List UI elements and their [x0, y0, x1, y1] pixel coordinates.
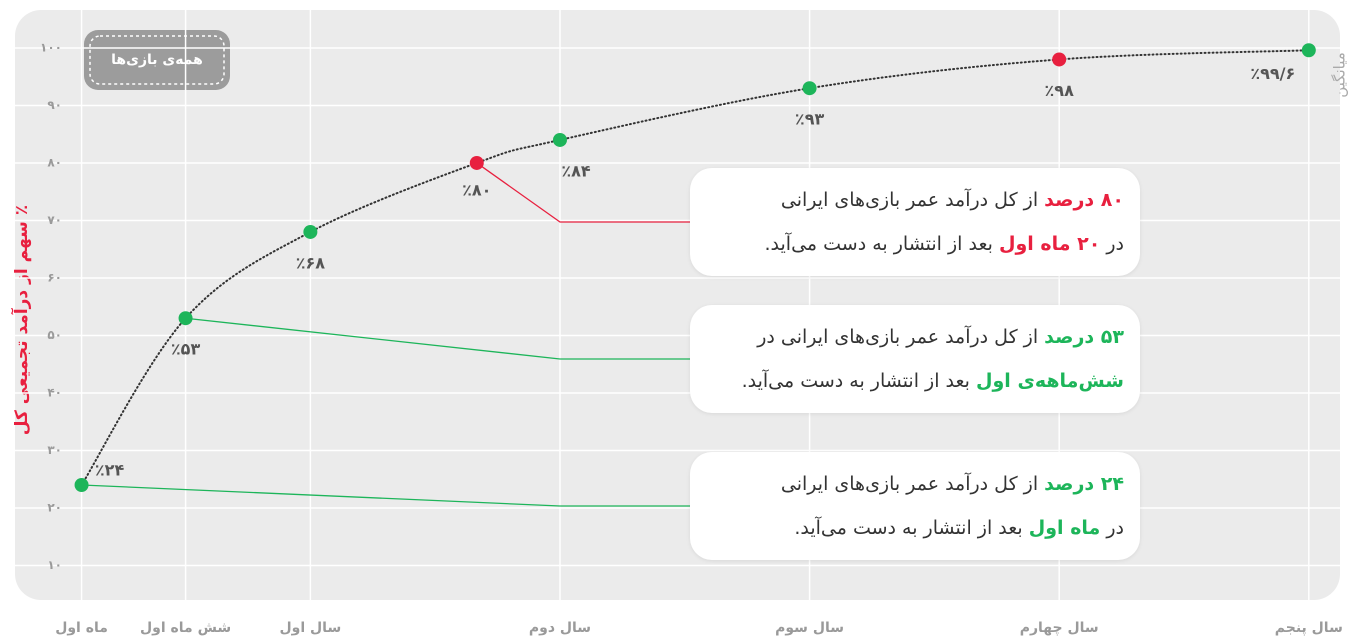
callout-highlight: شش‌ماهه‌ی اول	[976, 370, 1124, 392]
callout-line: ۸۰ درصد از کل درآمد عمر بازی‌های ایرانی	[706, 178, 1124, 222]
x-tick-label: سال پنجم	[1275, 620, 1343, 636]
value-label: ٪۹۳	[795, 110, 825, 129]
connector	[476, 162, 700, 223]
y-tick-label: ۱۰	[47, 558, 62, 572]
x-tick-label: سال اول	[280, 620, 342, 636]
x-tick-label: سال چهارم	[1020, 620, 1099, 636]
y-tick-label: ۵۰	[47, 328, 62, 342]
side-label: میانگین	[1331, 52, 1349, 98]
y-axis-label: ٪ سهم از درآمد تجمیعی کل	[10, 205, 32, 435]
connector	[81, 484, 700, 507]
callout-text: بعد از انتشار به دست می‌آید.	[764, 233, 999, 255]
callout: ۸۰ درصد از کل درآمد عمر بازی‌های ایرانی د…	[690, 168, 1140, 276]
callout-text: در	[1100, 233, 1124, 255]
y-tick-label: ۹۰	[47, 98, 62, 112]
y-tick-label: ۳۰	[47, 443, 62, 457]
x-tick-label: شش ماه اول	[140, 620, 231, 636]
callout-text: بعد از انتشار به دست می‌آید.	[741, 370, 977, 392]
y-tick-label: ۸۰	[47, 155, 62, 169]
callout-highlight: ۲۴ درصد	[1044, 473, 1124, 495]
y-tick-label: ۷۰	[47, 213, 62, 227]
y-tick-label: ۴۰	[47, 385, 62, 399]
x-tick-label: سال سوم	[775, 620, 844, 636]
point	[303, 224, 318, 239]
point	[178, 311, 193, 326]
callout-highlight: ۸۰ درصد	[1044, 189, 1124, 211]
value-label: ٪۵۳	[171, 340, 201, 359]
callout-highlight: ماه اول	[1028, 517, 1101, 539]
point	[802, 81, 817, 96]
y-tick-label: ۶۰	[47, 270, 62, 284]
badge-border	[89, 35, 225, 85]
point	[552, 132, 567, 147]
value-label: ٪۶۸	[296, 253, 326, 272]
point	[1052, 52, 1067, 67]
value-label: ٪۸۴	[561, 161, 591, 180]
badge	[84, 30, 230, 90]
y-tick-label: ۱۰۰	[40, 40, 62, 54]
x-tick-label: ماه اول	[55, 620, 108, 636]
point	[1301, 43, 1316, 58]
value-label: ٪۹۹/۶	[1250, 64, 1295, 83]
connector	[185, 317, 700, 360]
callout-line: شش‌ماهه‌ی اول بعد از انتشار به دست می‌آی…	[706, 359, 1124, 403]
callout-text: از کل درآمد عمر بازی‌های ایرانی	[780, 189, 1045, 211]
point	[469, 155, 484, 170]
callout-text: در	[1100, 517, 1124, 539]
callout-text: از کل درآمد عمر بازی‌های ایرانی در	[757, 326, 1045, 348]
callout-line: ۲۴ درصد از کل درآمد عمر بازی‌های ایرانی	[706, 462, 1124, 506]
value-label: ٪۹۸	[1045, 81, 1075, 100]
callout-text: از کل درآمد عمر بازی‌های ایرانی	[780, 473, 1045, 495]
value-label: ٪۲۴	[95, 460, 125, 479]
callout: ۵۳ درصد از کل درآمد عمر بازی‌های ایرانی …	[690, 305, 1140, 413]
callout-highlight: ۵۳ درصد	[1044, 326, 1124, 348]
badge-label: همه‌ی بازی‌ها	[111, 52, 203, 68]
y-tick-label: ۲۰	[47, 500, 62, 514]
callout-line: در ۲۰ ماه اول بعد از انتشار به دست می‌آی…	[706, 222, 1125, 266]
callout-highlight: ۲۰ ماه اول	[998, 233, 1101, 255]
plot-background	[15, 10, 1340, 600]
point	[74, 477, 89, 492]
callout-line: ۵۳ درصد از کل درآمد عمر بازی‌های ایرانی …	[706, 315, 1124, 359]
value-label: ٪۸۰	[462, 180, 491, 199]
callout-text: بعد از انتشار به دست می‌آید.	[794, 517, 1029, 539]
callout: ۲۴ درصد از کل درآمد عمر بازی‌های ایرانی د…	[690, 452, 1140, 560]
x-tick-label: سال دوم	[529, 620, 591, 636]
callout-line: در ماه اول بعد از انتشار به دست می‌آید.	[706, 506, 1124, 550]
